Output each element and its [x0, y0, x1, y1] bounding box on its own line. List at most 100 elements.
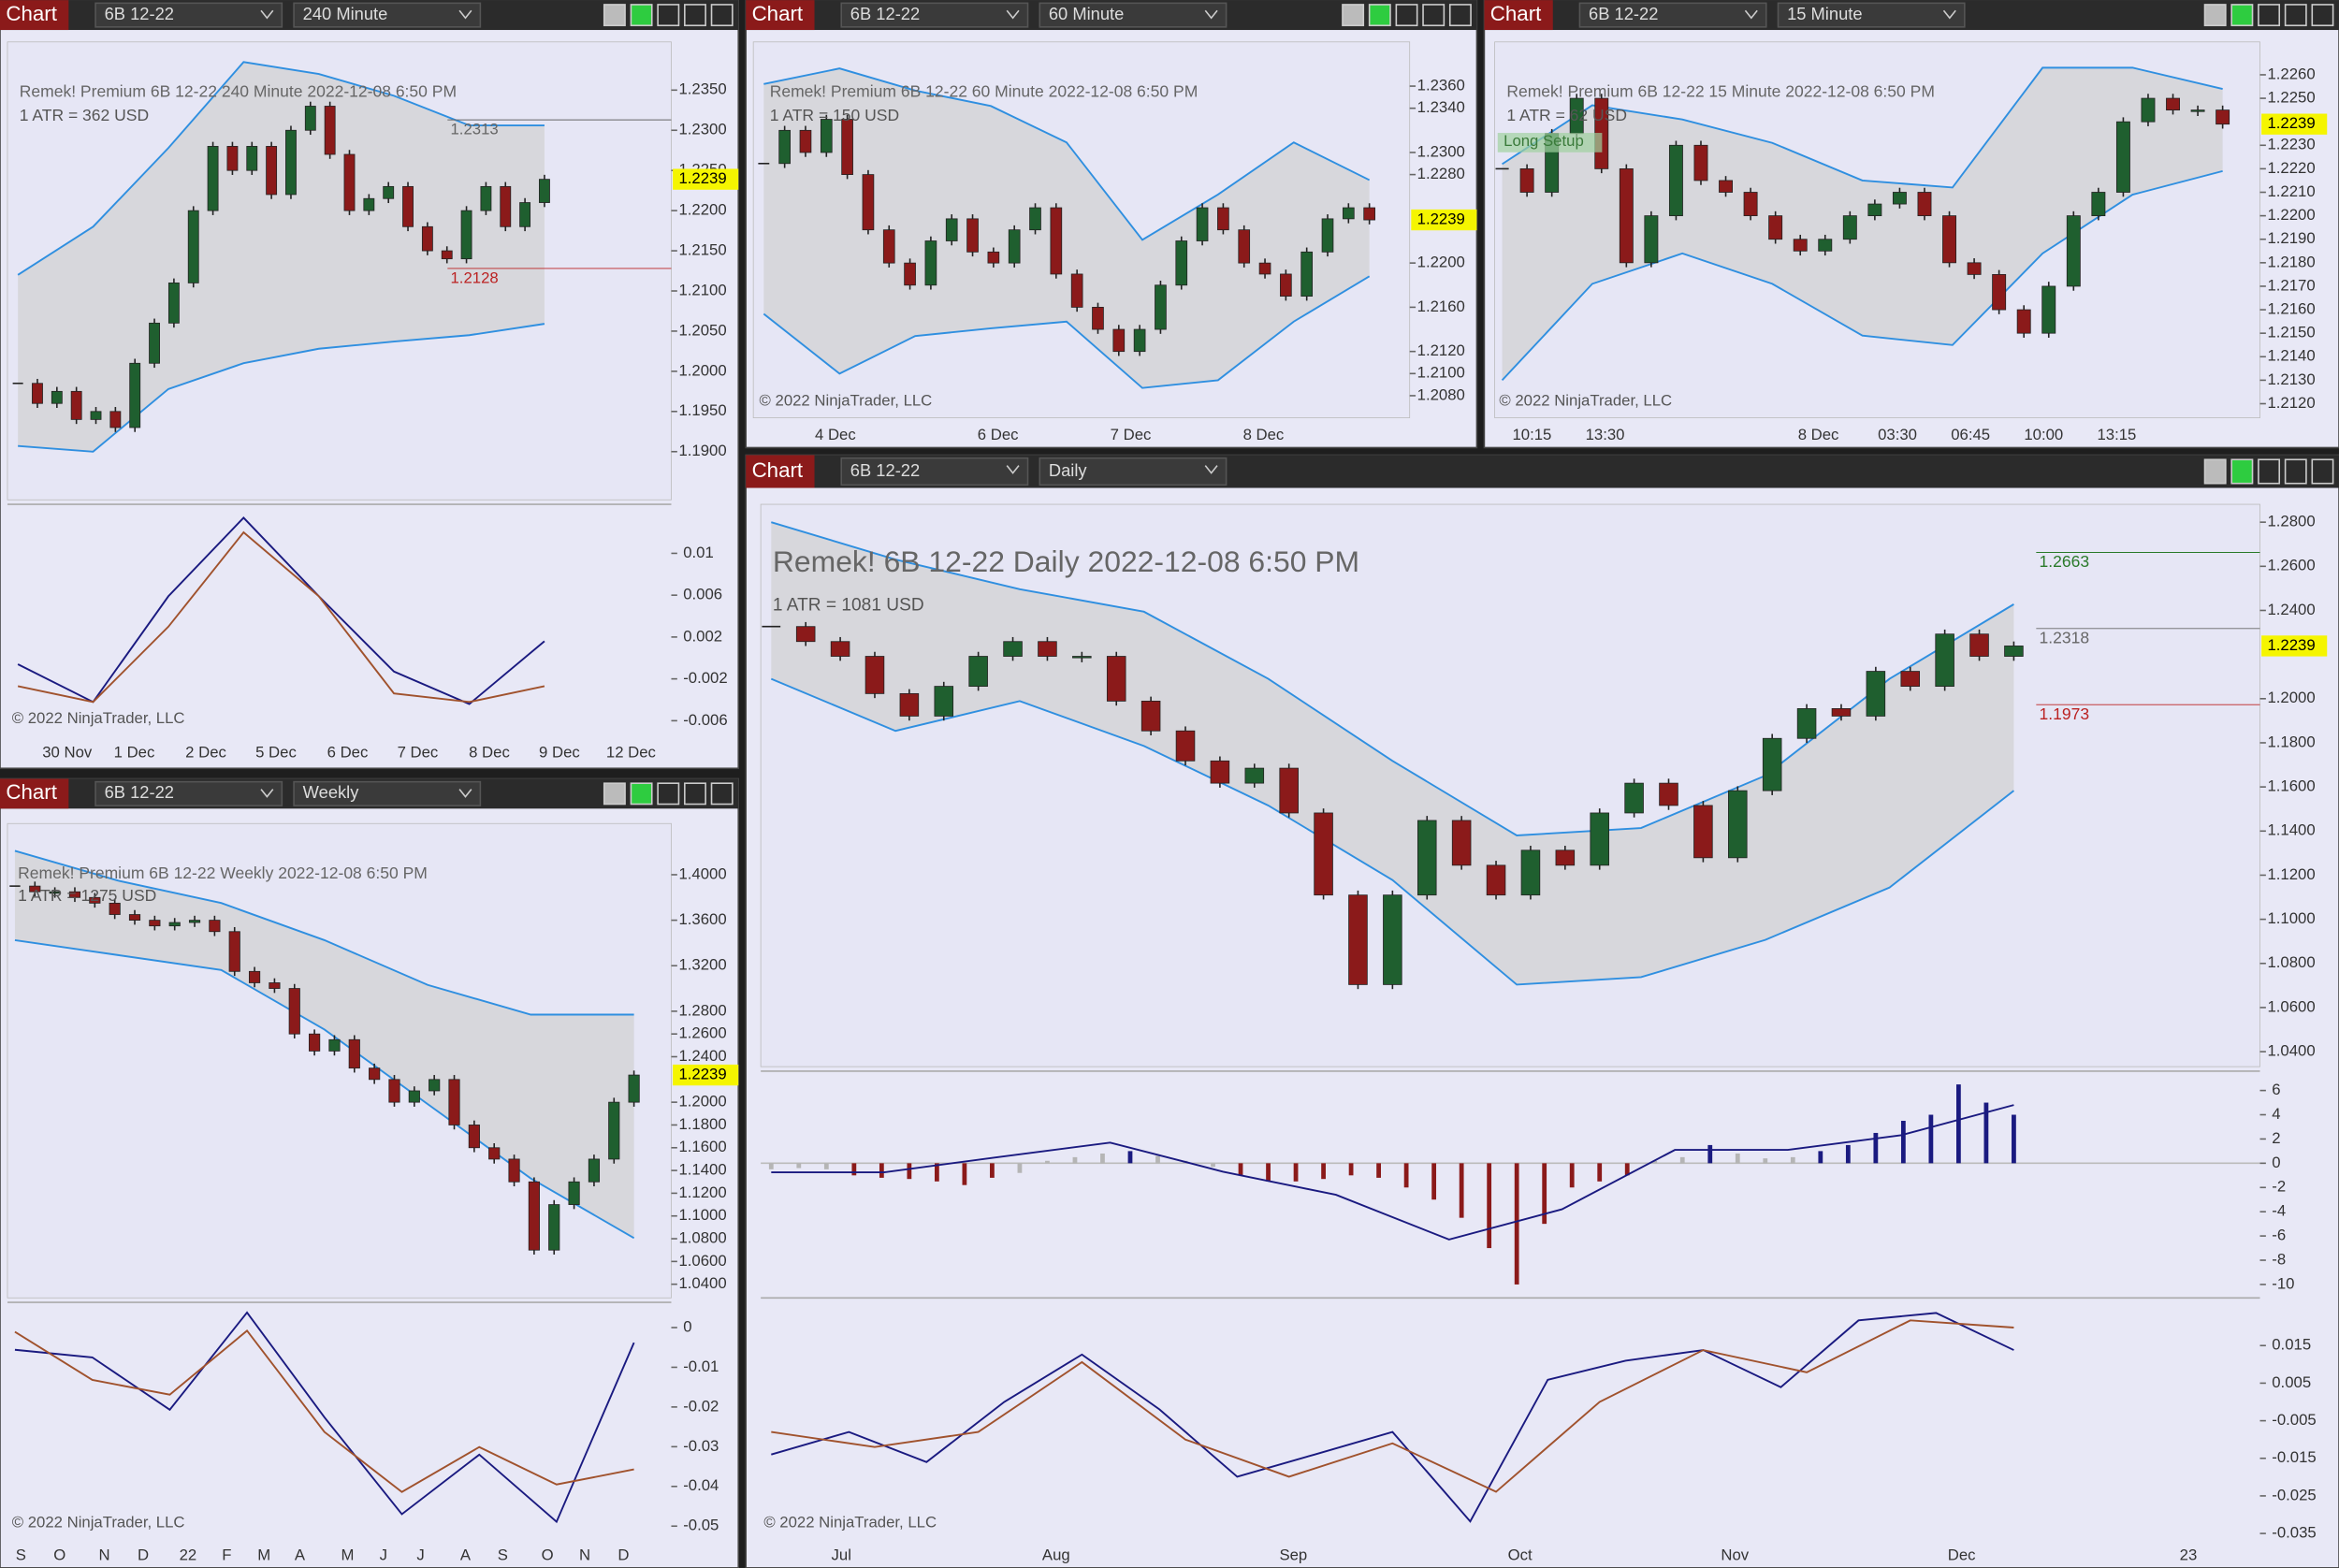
chart-tab[interactable] [0, 0, 69, 31]
candle [1866, 671, 1886, 717]
interval-select[interactable] [293, 780, 482, 806]
window-button[interactable] [710, 782, 734, 806]
window-button[interactable] [1448, 4, 1472, 27]
chart-tab-label[interactable]: Chart [752, 458, 804, 482]
y-tick-label: -0.04 [683, 1476, 719, 1494]
candle [548, 1204, 560, 1251]
x-tick-label: Aug [1042, 1546, 1070, 1564]
y-tick-label: 1.2180 [2267, 253, 2315, 270]
instrument-select[interactable] [840, 457, 1029, 486]
window-button[interactable] [1395, 4, 1418, 27]
interval-label[interactable]: Weekly [303, 782, 360, 802]
interval-select[interactable] [293, 2, 482, 28]
chart-tab-label[interactable]: Chart [6, 2, 57, 25]
y-tick-label: 1.2000 [678, 1093, 726, 1111]
y-tick-label: 1.2120 [2267, 394, 2315, 412]
window-button[interactable] [603, 782, 626, 806]
x-tick-label: Oct [1508, 1546, 1533, 1564]
x-tick-label: O [53, 1546, 65, 1564]
instrument-select[interactable] [1578, 2, 1767, 28]
candle [1133, 328, 1146, 353]
chart-tab-label[interactable]: Chart [6, 780, 57, 804]
window-button[interactable] [2258, 4, 2281, 27]
candle [608, 1101, 620, 1160]
y-tick-label: -6 [2272, 1227, 2286, 1244]
y-tick-label: 1.2800 [678, 1001, 726, 1019]
x-tick-label: 23 [2180, 1546, 2198, 1564]
y-tick-label: 1.2230 [2267, 136, 2315, 153]
instrument-label[interactable]: 6B 12-22 [1589, 4, 1658, 23]
chart-tab[interactable] [1484, 0, 1553, 31]
interval-label[interactable]: Daily [1049, 460, 1088, 480]
instrument-label[interactable]: 6B 12-22 [105, 4, 174, 23]
window-button[interactable] [2258, 458, 2281, 485]
chart-tab[interactable] [746, 0, 815, 31]
chart-tab[interactable] [0, 778, 69, 809]
y-tick-label: -2 [2272, 1178, 2286, 1196]
window-button[interactable] [684, 782, 706, 806]
histogram-bar [796, 1163, 802, 1169]
chart-tab-label[interactable]: Chart [752, 2, 804, 25]
instrument-select[interactable] [840, 2, 1029, 28]
interval-select[interactable] [1039, 2, 1228, 28]
candle [480, 185, 492, 211]
window-button[interactable] [2284, 458, 2307, 485]
candle [187, 210, 199, 283]
histogram-bar [1763, 1158, 1768, 1164]
window-button[interactable] [630, 782, 653, 806]
interval-select[interactable] [1777, 2, 1966, 28]
instrument-select[interactable] [94, 780, 283, 806]
instrument-label[interactable]: 6B 12-22 [850, 460, 920, 480]
window-button[interactable] [2203, 4, 2227, 27]
interval-label[interactable]: 15 Minute [1787, 4, 1863, 23]
candle [1969, 633, 1989, 657]
window-button[interactable] [657, 4, 680, 27]
window-button[interactable] [2230, 458, 2254, 485]
instrument-label[interactable]: 6B 12-22 [105, 782, 174, 802]
toolbar: Chart 6B 12-22 Daily [746, 455, 2339, 488]
candle [51, 390, 63, 404]
toolbar: Chart 6B 12-22 Weekly [0, 778, 739, 809]
price-tag [1411, 209, 1477, 231]
window-button[interactable] [1422, 4, 1446, 27]
window-button[interactable] [2311, 4, 2334, 27]
window-button[interactable] [1368, 4, 1391, 27]
candle [1935, 633, 1954, 687]
candle [2190, 109, 2205, 112]
histogram-bar [1431, 1163, 1437, 1200]
interval-select[interactable] [1039, 457, 1228, 486]
window-button[interactable] [630, 4, 653, 27]
level-label: 1.2313 [451, 121, 499, 138]
x-tick-label: 22 [180, 1546, 197, 1564]
y-tick-label: -0.02 [683, 1397, 719, 1415]
window-button[interactable] [684, 4, 706, 27]
window-button[interactable] [657, 782, 680, 806]
instrument-select[interactable] [94, 2, 283, 28]
chart-tab[interactable] [746, 455, 815, 488]
x-tick-label: 13:15 [2097, 426, 2136, 443]
window-button[interactable] [603, 4, 626, 27]
candle [460, 210, 472, 260]
window-button[interactable] [2203, 458, 2227, 485]
window-button[interactable] [1342, 4, 1365, 27]
window-button[interactable] [2311, 458, 2334, 485]
band-area [763, 68, 1370, 388]
y-tick-label: -0.03 [683, 1437, 719, 1455]
candle [1793, 239, 1808, 252]
instrument-label[interactable]: 6B 12-22 [850, 4, 920, 23]
interval-label[interactable]: 240 Minute [303, 4, 388, 23]
line [17, 61, 545, 276]
interval-label[interactable]: 60 Minute [1049, 4, 1125, 23]
candle [882, 229, 895, 264]
y-tick-label: 0.002 [683, 627, 722, 645]
chart-tab-label[interactable]: Chart [1490, 2, 1542, 25]
window-button[interactable] [2284, 4, 2307, 27]
candle [304, 106, 316, 131]
candle [1072, 656, 1092, 659]
y-tick-label: -0.01 [683, 1357, 719, 1375]
window-button[interactable] [710, 4, 734, 27]
y-tick-label: 1.2210 [2267, 182, 2315, 200]
candle [934, 686, 954, 717]
window-button[interactable] [2230, 4, 2254, 27]
level-label: 1.1973 [2040, 704, 2090, 723]
